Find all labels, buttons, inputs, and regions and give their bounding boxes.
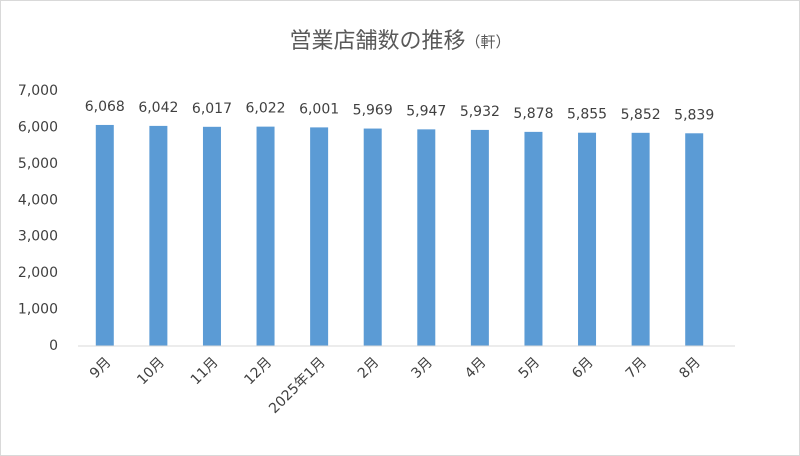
value-label: 5,932	[460, 104, 500, 120]
bar	[310, 127, 329, 346]
bar	[524, 131, 543, 346]
bar	[685, 133, 704, 346]
bar	[149, 125, 168, 346]
chart-title: 営業店舗数の推移	[289, 29, 465, 54]
value-label: 6,001	[299, 101, 339, 117]
y-tick-label: 6,000	[18, 119, 58, 135]
value-label: 5,878	[513, 106, 553, 122]
value-label: 5,839	[674, 107, 714, 123]
value-label: 6,022	[245, 101, 285, 117]
y-tick-label: 4,000	[18, 192, 58, 208]
y-tick-label: 7,000	[18, 83, 58, 99]
value-label: 5,947	[406, 103, 446, 119]
bar	[363, 128, 382, 346]
y-tick-label: 1,000	[18, 302, 58, 318]
value-label: 5,855	[567, 107, 607, 123]
bar	[578, 132, 597, 346]
bar	[470, 129, 489, 346]
bar	[631, 132, 650, 346]
value-label: 6,068	[85, 99, 125, 115]
bar	[202, 126, 221, 346]
value-label: 6,017	[192, 101, 232, 117]
y-tick-label: 5,000	[18, 156, 58, 172]
y-tick-label: 3,000	[18, 229, 58, 245]
chart-title-group: 営業店舗数の推移（軒）	[289, 29, 510, 54]
value-label: 5,969	[353, 103, 393, 119]
chart-subtitle: （軒）	[466, 33, 511, 51]
bar	[95, 124, 114, 346]
bar	[256, 126, 275, 347]
y-tick-label: 0	[49, 338, 58, 354]
value-label: 6,042	[138, 100, 178, 116]
bar	[417, 129, 436, 346]
y-tick-label: 2,000	[18, 265, 58, 281]
value-label: 5,852	[621, 107, 661, 123]
